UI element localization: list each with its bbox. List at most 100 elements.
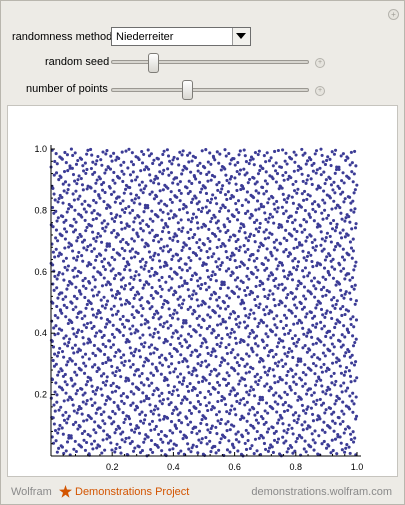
data-point: [147, 269, 151, 273]
data-point: [166, 167, 170, 171]
expand-plus-icon[interactable]: +: [388, 9, 399, 20]
data-point: [259, 433, 263, 438]
data-point: [193, 329, 197, 333]
data-point: [335, 203, 339, 207]
data-point: [265, 430, 269, 434]
data-point: [130, 179, 134, 183]
data-point: [283, 159, 287, 163]
data-point: [224, 230, 228, 235]
controls-panel: + randomness method Niederreiter random …: [1, 1, 404, 105]
data-point: [101, 226, 105, 230]
data-point: [58, 251, 62, 255]
data-point: [206, 179, 210, 183]
data-point: [320, 428, 325, 432]
data-point: [106, 165, 111, 169]
random-seed-slider-track[interactable]: [111, 60, 309, 64]
data-point: [341, 152, 345, 156]
data-point: [60, 426, 64, 430]
data-point: [96, 212, 100, 216]
data-point: [63, 180, 68, 184]
data-point: [233, 394, 238, 398]
data-point: [178, 430, 183, 434]
data-point: [339, 192, 343, 196]
data-point: [217, 295, 221, 299]
data-point: [218, 441, 222, 445]
number-of-points-plus-icon[interactable]: +: [315, 86, 325, 96]
y-tick-label: 1.0: [34, 144, 47, 154]
data-point: [56, 216, 60, 220]
data-point: [256, 295, 260, 299]
data-point: [180, 153, 184, 157]
data-point: [204, 191, 209, 195]
data-point: [327, 194, 331, 198]
footer-url[interactable]: demonstrations.wolfram.com: [251, 486, 392, 498]
data-point: [220, 398, 224, 403]
data-point: [210, 173, 214, 178]
data-point: [69, 376, 73, 380]
data-point: [75, 258, 79, 262]
randomness-method-select[interactable]: Niederreiter: [111, 27, 251, 46]
data-point: [180, 325, 184, 329]
data-point: [164, 358, 168, 362]
data-point: [197, 245, 201, 250]
data-point: [314, 402, 318, 406]
data-point: [172, 385, 176, 389]
footer-demonstrations-project[interactable]: Demonstrations Project: [75, 486, 190, 498]
data-point: [138, 202, 142, 206]
data-point: [180, 229, 184, 233]
data-point: [79, 213, 83, 217]
data-point: [144, 184, 148, 188]
data-point: [201, 375, 205, 379]
data-point: [159, 372, 163, 376]
data-point: [129, 403, 133, 407]
data-point: [103, 190, 107, 195]
data-point: [132, 296, 136, 300]
data-point: [97, 425, 101, 429]
footer-wolfram-brand[interactable]: Wolfram: [11, 486, 52, 498]
data-point: [320, 384, 324, 388]
data-point: [283, 332, 287, 336]
data-point: [161, 302, 166, 306]
data-point: [138, 278, 142, 282]
random-seed-plus-icon[interactable]: +: [315, 58, 325, 68]
data-point: [310, 335, 314, 339]
data-point: [134, 369, 138, 373]
data-point: [169, 324, 173, 328]
data-point: [255, 218, 259, 222]
data-point: [333, 191, 337, 195]
data-point: [187, 179, 191, 183]
data-point: [111, 178, 115, 182]
random-seed-slider-thumb[interactable]: [148, 53, 160, 73]
data-point: [304, 297, 308, 301]
data-point: [130, 198, 134, 202]
data-point: [209, 178, 213, 182]
data-point: [207, 285, 211, 289]
data-point: [347, 369, 351, 373]
data-point: [142, 210, 146, 214]
data-point: [258, 302, 262, 306]
data-point: [140, 410, 144, 414]
data-point: [54, 228, 58, 232]
data-point: [198, 180, 202, 184]
number-of-points-slider-thumb[interactable]: [182, 80, 194, 100]
data-point: [277, 226, 281, 230]
data-point: [202, 222, 206, 226]
data-point: [258, 360, 262, 364]
data-point: [266, 296, 270, 300]
data-point: [51, 301, 55, 305]
data-point: [121, 314, 125, 318]
data-point: [111, 343, 116, 347]
data-point: [290, 445, 294, 449]
data-point: [286, 293, 290, 297]
data-point: [352, 325, 356, 329]
data-point: [177, 188, 181, 193]
data-point: [86, 148, 90, 152]
data-point: [95, 293, 99, 297]
data-point: [52, 288, 56, 292]
data-point: [186, 288, 190, 292]
dropdown-arrow-icon[interactable]: [232, 28, 250, 45]
data-point: [198, 353, 202, 357]
data-point: [315, 168, 319, 172]
data-point: [85, 440, 89, 445]
number-of-points-slider-track[interactable]: [111, 88, 309, 92]
